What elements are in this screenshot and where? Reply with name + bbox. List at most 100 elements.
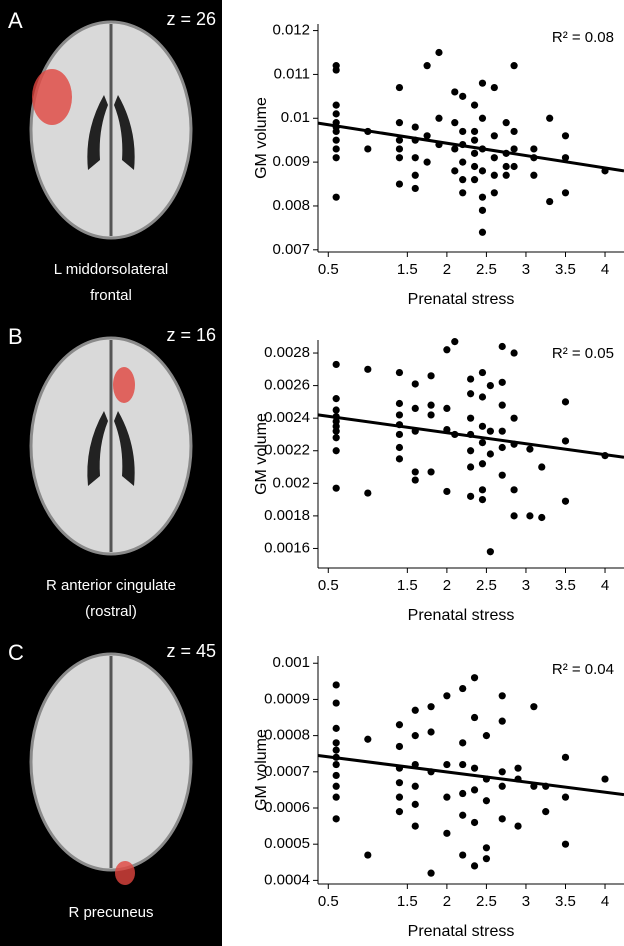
point [498, 692, 506, 700]
point [561, 189, 570, 197]
point [411, 732, 419, 740]
point [478, 206, 487, 214]
point [332, 771, 340, 780]
point [478, 439, 487, 447]
point [561, 437, 570, 445]
point [332, 739, 340, 747]
point [332, 395, 340, 403]
region-label: (rostral) [85, 603, 137, 620]
point [490, 171, 498, 179]
x-tick-label: 2 [443, 577, 451, 594]
point [395, 136, 404, 144]
x-tick-label: 3 [522, 577, 530, 594]
y-tick-label: 0.0026 [264, 377, 310, 394]
point [478, 368, 487, 377]
x-tick-label: 2 [443, 893, 451, 910]
point [498, 427, 506, 435]
point [411, 123, 419, 131]
point [332, 746, 340, 754]
point [546, 197, 554, 206]
point [427, 411, 435, 419]
point [510, 145, 518, 153]
point [470, 149, 479, 157]
point [395, 742, 404, 751]
x-tick-label: 2.5 [476, 577, 497, 594]
point [530, 145, 538, 153]
point [459, 684, 467, 693]
point [467, 463, 475, 471]
point [467, 414, 475, 422]
point [395, 399, 404, 408]
point [470, 127, 479, 136]
roi [32, 69, 72, 125]
point [561, 154, 570, 162]
point [514, 764, 522, 772]
point [443, 487, 451, 496]
point [467, 492, 475, 500]
ventricle [87, 95, 108, 170]
point [459, 176, 467, 184]
point [395, 808, 404, 816]
point [470, 764, 479, 772]
point [411, 706, 419, 714]
point [443, 404, 451, 412]
point [470, 101, 479, 109]
y-tick-label: 0.0024 [264, 409, 310, 426]
point [332, 793, 340, 801]
point [498, 815, 506, 823]
point [530, 703, 538, 711]
y-tick-label: 0.0004 [264, 871, 310, 888]
point [427, 401, 435, 409]
point [395, 721, 404, 729]
point [395, 411, 404, 419]
fit-line [317, 413, 624, 459]
point [510, 62, 518, 70]
region-label: frontal [90, 287, 132, 304]
point [451, 88, 459, 96]
point [538, 513, 546, 522]
point [332, 360, 340, 369]
point [478, 496, 487, 504]
point [561, 398, 570, 406]
point [411, 154, 419, 162]
point [459, 127, 467, 136]
point [332, 127, 340, 136]
slice-label: z = 26 [166, 9, 216, 29]
point [526, 512, 534, 520]
point [451, 119, 459, 127]
point [601, 775, 609, 783]
point [490, 83, 498, 92]
point [470, 136, 479, 144]
point [502, 119, 510, 127]
point [332, 193, 340, 201]
point [435, 48, 443, 57]
point [411, 782, 419, 790]
fit-line [317, 754, 624, 797]
y-tick-label: 0.0005 [264, 835, 310, 852]
point [486, 427, 494, 435]
point [332, 66, 340, 74]
point [486, 382, 494, 390]
point [459, 760, 467, 769]
point [478, 486, 487, 494]
point [395, 455, 404, 463]
y-tick-label: 0.0018 [264, 507, 310, 524]
point [395, 779, 404, 787]
point [395, 180, 404, 188]
x-tick-label: 4 [601, 261, 609, 278]
point [332, 815, 340, 823]
point [459, 739, 467, 747]
point [478, 79, 487, 87]
point [498, 378, 506, 386]
point [498, 401, 506, 409]
panel-label: B [8, 324, 23, 349]
point [561, 840, 570, 848]
point [490, 189, 498, 197]
point [411, 404, 419, 412]
x-tick-label: 3.5 [555, 577, 576, 594]
point [395, 154, 404, 162]
point [395, 145, 404, 153]
y-tick-label: 0.0007 [264, 763, 310, 780]
point [459, 789, 467, 798]
point [490, 132, 498, 140]
